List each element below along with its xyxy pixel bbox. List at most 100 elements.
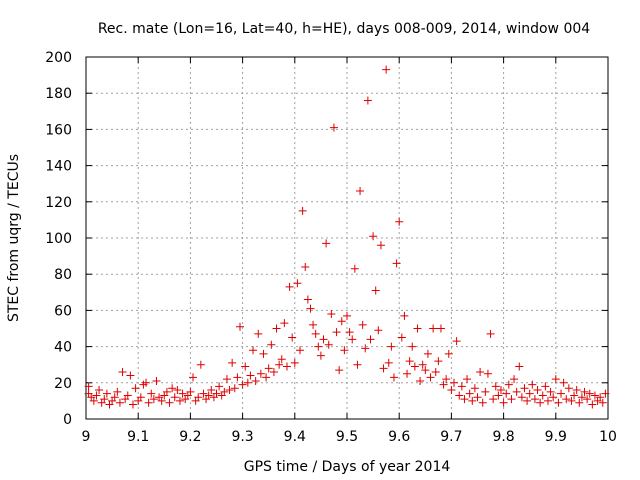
data-point xyxy=(559,378,568,387)
data-point xyxy=(410,362,419,371)
data-point xyxy=(481,387,490,396)
data-point xyxy=(337,317,346,326)
data-point xyxy=(149,395,158,404)
data-point xyxy=(269,367,278,376)
data-point xyxy=(525,389,534,398)
data-point xyxy=(259,349,268,358)
data-point xyxy=(178,389,187,398)
data-point xyxy=(601,389,610,398)
x-tick-label: 9.5 xyxy=(336,429,358,445)
x-tick-label: 9.9 xyxy=(545,429,567,445)
data-point xyxy=(251,376,260,385)
data-point xyxy=(324,340,333,349)
data-point xyxy=(434,357,443,366)
data-point xyxy=(335,366,344,375)
data-point xyxy=(376,241,385,250)
data-point xyxy=(162,387,171,396)
data-point xyxy=(204,391,213,400)
data-point xyxy=(452,337,461,346)
x-axis-label: GPS time / Days of year 2014 xyxy=(244,459,451,475)
data-point xyxy=(476,367,485,376)
data-point xyxy=(238,380,247,389)
y-tick-label: 0 xyxy=(63,412,72,428)
data-point xyxy=(528,380,537,389)
data-point xyxy=(431,367,440,376)
data-point xyxy=(329,123,338,132)
grid-lines xyxy=(86,57,608,419)
data-point xyxy=(455,391,464,400)
data-point xyxy=(504,380,513,389)
data-point xyxy=(543,396,552,405)
x-tick-label: 9.8 xyxy=(492,429,514,445)
data-point xyxy=(384,358,393,367)
data-point xyxy=(450,378,459,387)
data-point xyxy=(465,389,474,398)
data-point xyxy=(585,389,594,398)
data-point xyxy=(363,96,372,105)
y-tick-label: 180 xyxy=(45,86,72,102)
data-point xyxy=(572,386,581,395)
data-point xyxy=(225,386,234,395)
data-point xyxy=(520,384,529,393)
y-tick-label: 160 xyxy=(45,122,72,138)
data-point xyxy=(439,380,448,389)
data-point xyxy=(165,398,174,407)
data-point xyxy=(567,396,576,405)
data-point xyxy=(496,386,505,395)
data-point xyxy=(170,393,179,402)
data-point xyxy=(309,320,318,329)
x-tick-label: 9.6 xyxy=(388,429,410,445)
data-point xyxy=(228,358,237,367)
x-tick-label: 9.1 xyxy=(127,429,149,445)
data-point xyxy=(463,375,472,384)
data-point xyxy=(366,335,375,344)
data-point xyxy=(507,395,516,404)
data-point xyxy=(272,324,281,333)
y-tick-label: 20 xyxy=(54,376,72,392)
data-point xyxy=(392,259,401,268)
data-point xyxy=(144,398,153,407)
data-point xyxy=(408,342,417,351)
data-point xyxy=(517,393,526,402)
data-point xyxy=(241,362,250,371)
data-point xyxy=(290,358,299,367)
data-point xyxy=(110,393,119,402)
data-point xyxy=(570,391,579,400)
data-points xyxy=(84,65,610,409)
data-point xyxy=(494,391,503,400)
data-point xyxy=(89,396,98,405)
data-point xyxy=(102,389,111,398)
y-tick-label: 120 xyxy=(45,195,72,211)
data-point xyxy=(256,369,265,378)
data-point xyxy=(588,400,597,409)
data-point xyxy=(423,349,432,358)
data-point xyxy=(436,324,445,333)
data-point xyxy=(113,387,122,396)
x-tick-label: 10 xyxy=(599,429,617,445)
data-point xyxy=(322,239,331,248)
data-point xyxy=(235,322,244,331)
data-point xyxy=(92,391,101,400)
data-point xyxy=(306,304,315,313)
data-point xyxy=(246,371,255,380)
data-point xyxy=(483,369,492,378)
data-point xyxy=(267,340,276,349)
data-point xyxy=(546,387,555,396)
data-point xyxy=(447,386,456,395)
data-point xyxy=(123,391,132,400)
data-point xyxy=(491,382,500,391)
data-point xyxy=(350,264,359,273)
x-tick-labels: 9 9.1 9.2 9.3 9.4 9.5 9.6 9.7 9.8 9.9 10 xyxy=(82,429,617,445)
data-point xyxy=(460,395,469,404)
data-point xyxy=(343,311,351,320)
axis-ticks xyxy=(85,56,609,420)
data-point xyxy=(142,378,151,387)
data-point xyxy=(468,396,477,405)
data-point xyxy=(530,395,539,404)
y-tick-label: 60 xyxy=(54,303,72,319)
data-point xyxy=(293,279,302,288)
data-point xyxy=(332,328,341,337)
data-point xyxy=(583,395,592,404)
data-point xyxy=(319,335,328,344)
